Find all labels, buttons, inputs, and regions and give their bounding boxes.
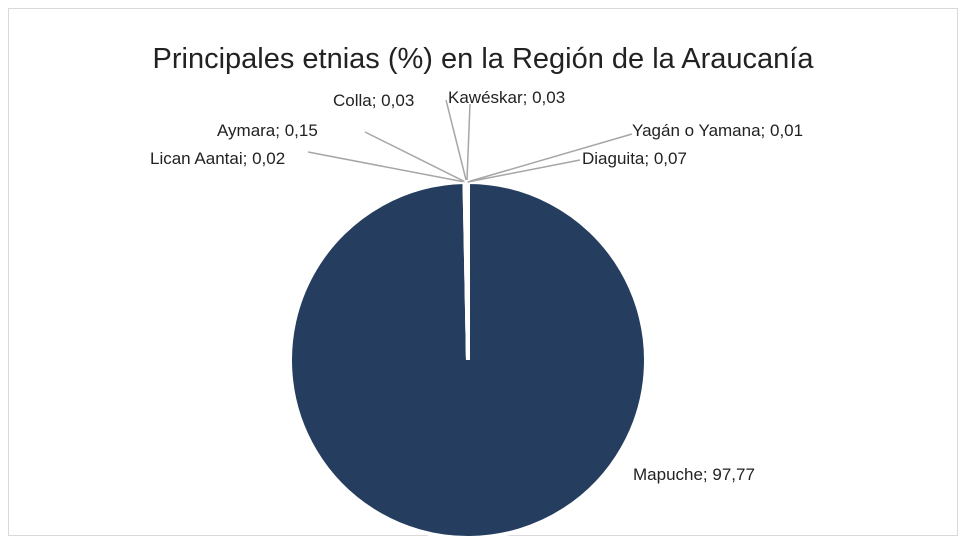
leader-line [445, 99, 468, 183]
leader-line [364, 131, 466, 183]
leader-line [467, 159, 581, 183]
data-label: Kawéskar; 0,03 [448, 88, 565, 107]
chart-title: Principales etnias (%) en la Región de l… [153, 43, 815, 75]
pie-slice [465, 179, 470, 361]
leader-line [466, 103, 471, 183]
data-label: Mapuche; 97,77 [633, 465, 755, 484]
leader-line [307, 151, 465, 183]
data-label: Diaguita; 0,07 [582, 149, 687, 168]
data-label: Aymara; 0,15 [217, 121, 318, 140]
data-label: Yagán o Yamana; 0,01 [632, 121, 803, 140]
data-label: Colla; 0,03 [333, 91, 414, 110]
leader-line [466, 133, 633, 183]
data-label: Lican Aantai; 0,02 [150, 149, 285, 168]
